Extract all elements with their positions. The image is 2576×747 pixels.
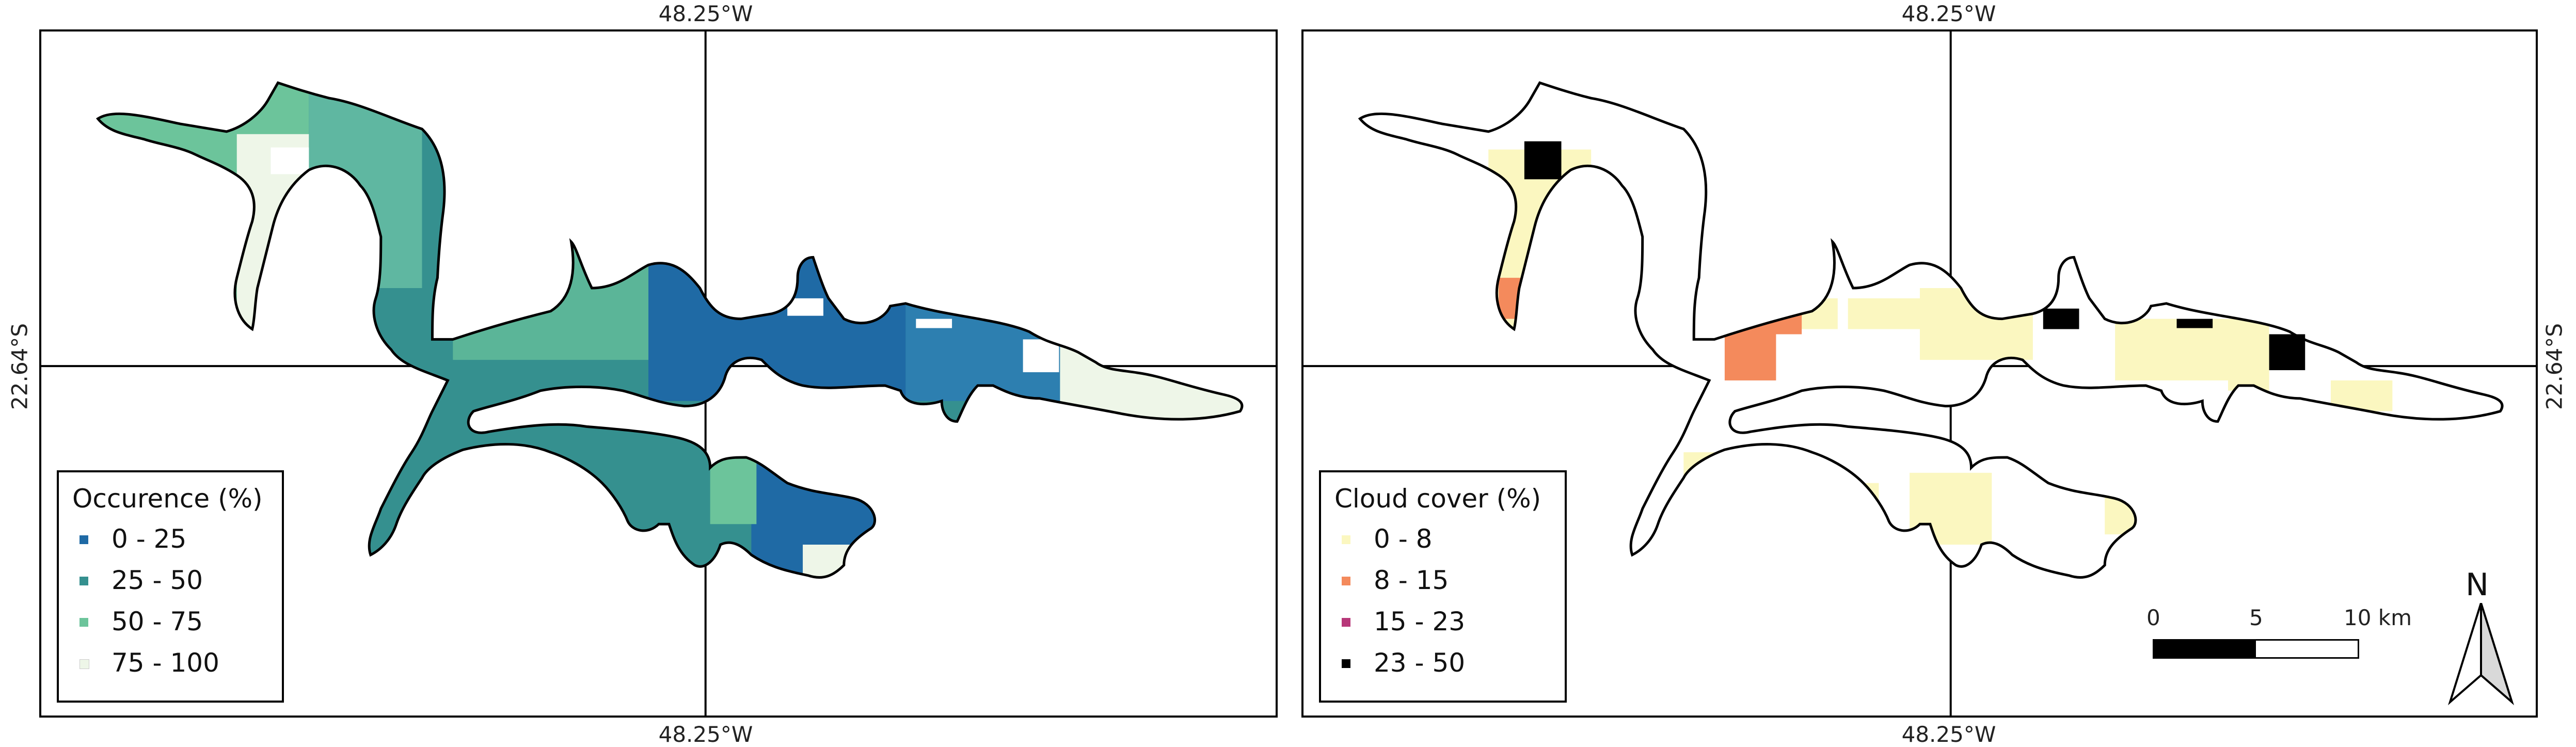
cloud-block bbox=[2043, 308, 2079, 329]
scale-label-5: 5 bbox=[2249, 605, 2263, 630]
legend-label: 25 - 50 bbox=[112, 565, 203, 595]
legend-label: 15 - 23 bbox=[1374, 607, 1466, 637]
longitude-label-top-left: 48.25°W bbox=[658, 1, 753, 26]
nodata-gap bbox=[1023, 339, 1059, 373]
cloud-block bbox=[2176, 319, 2213, 328]
nodata-gap bbox=[271, 147, 309, 174]
nodata-gap bbox=[916, 319, 952, 328]
scale-label-10: 10 km bbox=[2344, 605, 2412, 630]
cloud-cover-map-panel[interactable]: Cloud cover (%) 0 - 8 8 - 15 15 - 23 23 … bbox=[1301, 29, 2538, 718]
scale-bar bbox=[2153, 639, 2359, 659]
legend-label: 0 - 25 bbox=[112, 524, 187, 554]
north-arrow: N bbox=[2445, 567, 2517, 706]
legend-swatch bbox=[79, 535, 88, 544]
longitude-label-bottom-right: 48.25°W bbox=[1901, 722, 1996, 747]
north-label: N bbox=[2466, 567, 2489, 603]
north-arrow-icon bbox=[2447, 603, 2515, 706]
cloud-block bbox=[1524, 141, 1562, 180]
legend-label: 75 - 100 bbox=[112, 648, 219, 678]
legend-swatch bbox=[1342, 577, 1350, 585]
scale-label-0: 0 bbox=[2146, 605, 2160, 630]
legend-swatch bbox=[1342, 659, 1350, 668]
latitude-label-left: 22.64°S bbox=[7, 323, 33, 410]
occurrence-legend: Occurence (%) 0 - 25 25 - 50 50 - 75 75 … bbox=[57, 470, 284, 703]
longitude-label-bottom-left: 48.25°W bbox=[658, 722, 753, 747]
legend-label: 50 - 75 bbox=[112, 607, 203, 637]
cloud-cover-legend: Cloud cover (%) 0 - 8 8 - 15 15 - 23 23 … bbox=[1319, 470, 1567, 703]
legend-label: 8 - 15 bbox=[1374, 565, 1449, 595]
occurrence-map-panel[interactable]: Occurence (%) 0 - 25 25 - 50 50 - 75 75 … bbox=[39, 29, 1278, 718]
legend-label: 0 - 8 bbox=[1374, 524, 1433, 554]
legend-title: Cloud cover (%) bbox=[1334, 484, 1541, 514]
scale-segment bbox=[2153, 639, 2256, 659]
legend-swatch bbox=[79, 577, 88, 585]
occurrence-map bbox=[41, 31, 1276, 716]
legend-swatch bbox=[79, 618, 88, 627]
latitude-label-right: 22.64°S bbox=[2541, 323, 2567, 410]
legend-swatch bbox=[1342, 618, 1350, 627]
legend-title: Occurence (%) bbox=[72, 484, 263, 514]
scale-segment bbox=[2254, 639, 2359, 659]
legend-swatch bbox=[1342, 535, 1350, 544]
nodata-gap bbox=[787, 298, 823, 316]
legend-label: 23 - 50 bbox=[1374, 648, 1466, 678]
cloud-block bbox=[2269, 334, 2305, 371]
longitude-label-top-right: 48.25°W bbox=[1901, 1, 1996, 26]
legend-swatch bbox=[79, 659, 89, 669]
